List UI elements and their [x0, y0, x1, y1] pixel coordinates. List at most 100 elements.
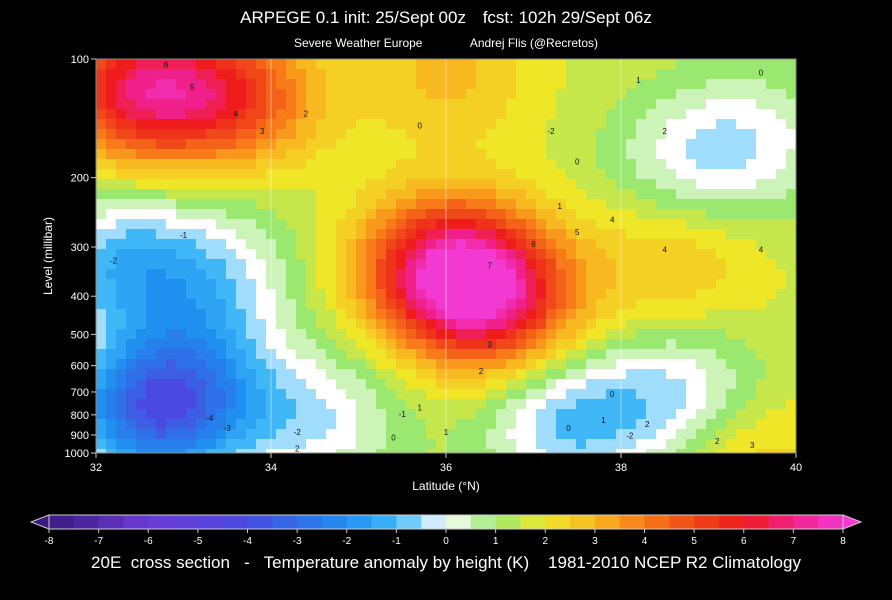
field-cell [626, 219, 637, 230]
field-cell [276, 439, 287, 450]
field-cell [546, 369, 557, 380]
contour-label: 2 [304, 110, 309, 119]
field-cell [556, 99, 567, 110]
field-cell [166, 239, 177, 250]
field-cell [516, 79, 527, 90]
field-cell [466, 299, 477, 310]
field-cell [496, 169, 507, 180]
field-cell [126, 299, 137, 310]
field-cell [356, 419, 367, 430]
field-cell [246, 99, 257, 110]
field-cell [566, 239, 577, 250]
field-cell [376, 399, 387, 410]
field-cell [176, 179, 187, 190]
field-cell [116, 299, 127, 310]
field-cell [206, 119, 217, 130]
field-cell [526, 429, 537, 440]
field-cell [776, 249, 787, 260]
field-cell [376, 299, 387, 310]
field-cell [656, 99, 667, 110]
field-cell [526, 239, 537, 250]
field-cell [326, 189, 337, 200]
field-cell [386, 289, 397, 300]
field-cell [116, 369, 127, 380]
field-cell [766, 169, 777, 180]
field-cell [406, 209, 417, 220]
y-tick-label: 1000 [65, 448, 89, 460]
field-cell [496, 179, 507, 190]
field-cell [116, 189, 127, 200]
field-cell [536, 419, 547, 430]
field-cell [536, 409, 547, 420]
field-cell [326, 259, 337, 270]
field-cell [626, 209, 637, 220]
field-cell [486, 109, 497, 120]
field-cell [296, 399, 307, 410]
field-cell [686, 429, 697, 440]
field-cell [226, 289, 237, 300]
field-cell [546, 309, 557, 320]
field-cell [526, 439, 537, 450]
field-cell [386, 119, 397, 130]
field-cell [776, 389, 787, 400]
field-cell [756, 249, 767, 260]
field-cell [686, 389, 697, 400]
field-cell [536, 99, 547, 110]
field-cell [266, 209, 277, 220]
field-cell [156, 109, 167, 120]
field-cell [746, 389, 757, 400]
y-tick-label: 800 [71, 410, 89, 422]
field-cell [616, 149, 627, 160]
field-cell [406, 219, 417, 230]
field-cell [306, 439, 317, 450]
field-cell [736, 309, 747, 320]
field-cell [676, 229, 687, 240]
field-cell [186, 109, 197, 120]
field-cell [666, 269, 677, 280]
field-cell [226, 369, 237, 380]
field-cell [306, 139, 317, 150]
field-cell [706, 289, 717, 300]
field-cell [376, 269, 387, 280]
field-cell [706, 369, 717, 380]
field-cell [306, 209, 317, 220]
field-cell [316, 119, 327, 130]
field-cell [386, 389, 397, 400]
field-cell [166, 449, 177, 453]
field-cell [326, 69, 337, 80]
field-cell [736, 229, 747, 240]
field-cell [426, 239, 437, 250]
field-cell [736, 89, 747, 100]
contour-label: 2 [645, 420, 650, 429]
field-cell [616, 419, 627, 430]
field-cell [166, 89, 177, 100]
field-cell [486, 359, 497, 370]
field-cell [266, 199, 277, 210]
field-cell [356, 259, 367, 270]
field-cell [316, 299, 327, 310]
field-cell [196, 139, 207, 150]
field-cell [396, 239, 407, 250]
field-cell [146, 149, 157, 160]
field-cell [256, 429, 267, 440]
field-cell [626, 439, 637, 450]
field-cell [446, 319, 457, 330]
field-cell [786, 399, 796, 410]
field-cell [446, 79, 457, 90]
field-cell [486, 269, 497, 280]
field-cell [96, 89, 107, 100]
field-cell [776, 199, 787, 210]
field-cell [686, 439, 697, 450]
field-cell [686, 289, 697, 300]
field-cell [676, 419, 687, 430]
field-cell [286, 139, 297, 150]
field-cell [696, 339, 707, 350]
field-cell [426, 59, 437, 70]
contour-label: -4 [206, 414, 214, 423]
field-cell [456, 319, 467, 330]
field-cell [186, 249, 197, 260]
field-cell [326, 119, 337, 130]
field-cell [776, 379, 787, 390]
field-cell [706, 299, 717, 310]
field-cell [196, 339, 207, 350]
